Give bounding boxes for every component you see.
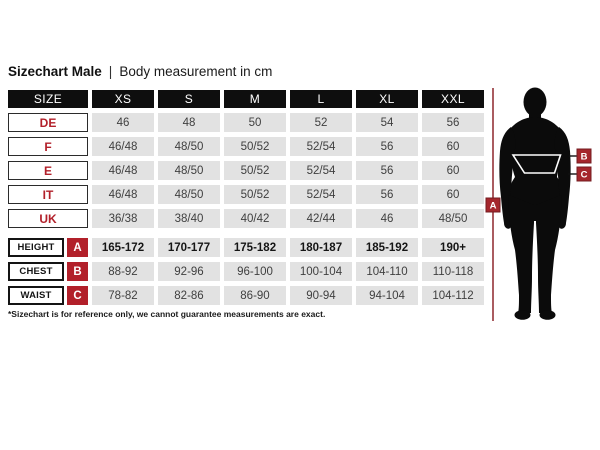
size-cell: 46 [356,209,418,228]
row-label-height: HEIGHT [8,238,64,257]
svg-text:B: B [581,152,588,163]
row-label-chest: CHEST [8,262,64,281]
size-cell: 46 [92,113,154,132]
column-header-m: M [224,90,286,108]
measure-cell: 190+ [422,238,484,257]
size-cell: 50 [224,113,286,132]
size-cell: 56 [356,161,418,180]
measure-cell: 78-82 [92,286,154,305]
measure-label-group: HEIGHT A [8,238,88,257]
footnote: *Sizechart is for reference only, we can… [8,309,326,319]
table-row: F 46/48 48/50 50/52 52/54 56 60 [8,137,484,156]
row-label-uk: UK [8,209,88,228]
size-cell: 50/52 [224,185,286,204]
size-cell: 56 [356,185,418,204]
size-cell: 60 [422,185,484,204]
measure-cell: 90-94 [290,286,352,305]
measure-cell: 100-104 [290,262,352,281]
measure-cell: 175-182 [224,238,286,257]
waist-badge-c: C [576,166,592,182]
row-label-it: IT [8,185,88,204]
title-main: Sizechart Male [8,64,102,79]
table-row: WAIST C 78-82 82-86 86-90 90-94 94-104 104-112 [8,286,484,305]
size-cell: 42/44 [290,209,352,228]
size-cell: 52 [290,113,352,132]
male-silhouette-icon [499,87,571,320]
table-row: CHEST B 88-92 92-96 96-100 100-104 104-110 110-… [8,262,484,281]
size-cell: 54 [356,113,418,132]
size-cell: 46/48 [92,185,154,204]
svg-text:A: A [490,201,497,212]
measure-cell: 96-100 [224,262,286,281]
column-header-xxl: XXL [422,90,484,108]
measure-badge-b: B [67,262,88,281]
svg-text:C: C [581,170,588,181]
table-row: HEIGHT A 165-172 170-177 175-182 180-187 185-1… [8,238,484,257]
title-separator: | [108,64,113,79]
size-cell: 52/54 [290,137,352,156]
measure-badge-a: A [67,238,88,257]
title-subtitle: Body measurement in cm [119,64,273,79]
size-cell: 48/50 [158,185,220,204]
row-label-f: F [8,137,88,156]
height-badge-a: A [485,197,501,213]
table-row: DE 46 48 50 52 54 56 [8,113,484,132]
size-cell: 60 [422,137,484,156]
size-cell: 56 [356,137,418,156]
size-cell: 52/54 [290,161,352,180]
chest-badge-b: B [576,148,592,164]
size-cell: 48/50 [158,161,220,180]
measure-badge-c: C [67,286,88,305]
column-header-s: S [158,90,220,108]
size-cell: 38/40 [158,209,220,228]
size-cell: 36/38 [92,209,154,228]
measure-cell: 94-104 [356,286,418,305]
size-cell: 60 [422,161,484,180]
measure-cell: 185-192 [356,238,418,257]
measure-cell: 86-90 [224,286,286,305]
size-cell: 50/52 [224,161,286,180]
table-row: IT 46/48 48/50 50/52 52/54 56 60 [8,185,484,204]
measure-cell: 104-110 [356,262,418,281]
table-row: SIZE XS S M L XL XXL [8,90,484,108]
measure-cell: 88-92 [92,262,154,281]
row-label-waist: WAIST [8,286,64,305]
column-header-size: SIZE [8,90,88,108]
size-table: SIZE XS S M L XL XXL DE 46 48 50 52 54 56 F 46/48 48/50 5… [8,90,484,310]
table-row: UK 36/38 38/40 40/42 42/44 46 48/50 [8,209,484,228]
measure-cell: 180-187 [290,238,352,257]
measure-cell: 82-86 [158,286,220,305]
chest-waist-band [511,154,562,174]
size-cell: 48 [158,113,220,132]
measure-label-group: WAIST C [8,286,88,305]
size-cell: 56 [422,113,484,132]
column-header-xs: XS [92,90,154,108]
column-header-l: L [290,90,352,108]
table-row: E 46/48 48/50 50/52 52/54 56 60 [8,161,484,180]
body-measurement-figure: A B C [485,87,592,321]
measure-cell: 110-118 [422,262,484,281]
row-label-de: DE [8,113,88,132]
size-cell: 48/50 [158,137,220,156]
measure-label-group: CHEST B [8,262,88,281]
page-title: Sizechart Male | Body measurement in cm [8,64,272,79]
size-cell: 50/52 [224,137,286,156]
measure-cell: 170-177 [158,238,220,257]
size-cell: 48/50 [422,209,484,228]
size-cell: 46/48 [92,161,154,180]
size-cell: 40/42 [224,209,286,228]
size-cell: 46/48 [92,137,154,156]
measure-cell: 165-172 [92,238,154,257]
measure-cell: 104-112 [422,286,484,305]
column-header-xl: XL [356,90,418,108]
size-cell: 52/54 [290,185,352,204]
row-label-e: E [8,161,88,180]
measure-cell: 92-96 [158,262,220,281]
